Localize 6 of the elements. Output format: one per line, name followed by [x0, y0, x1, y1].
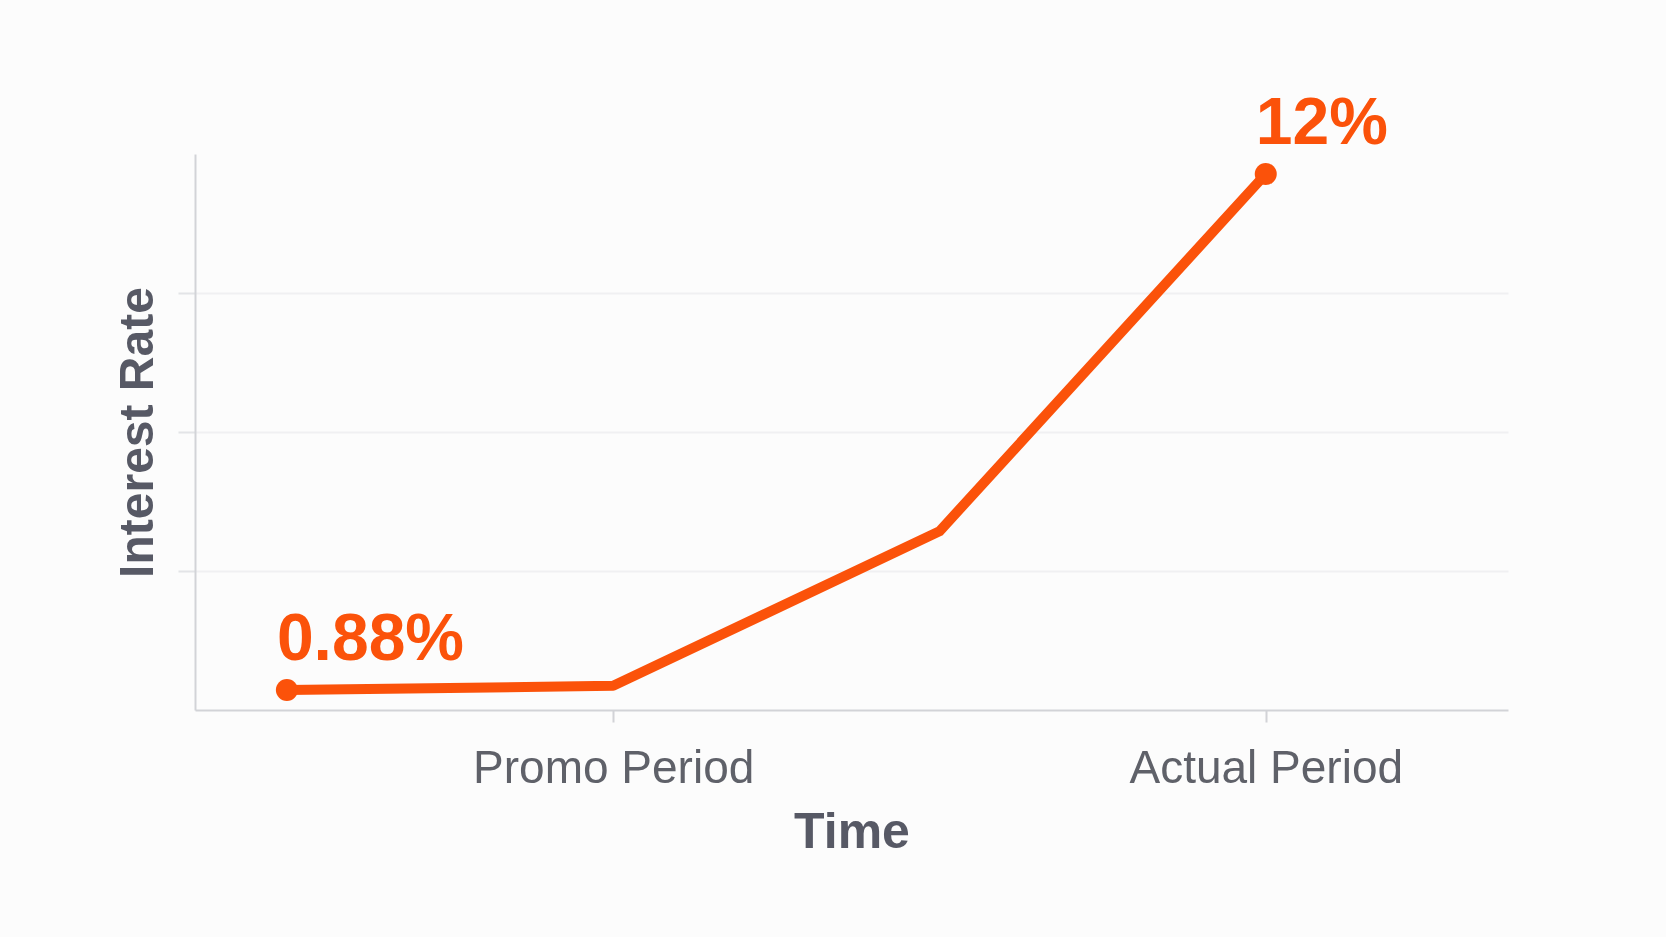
x-tick-label: Promo Period	[473, 740, 755, 793]
y-axis-title: Interest Rate	[109, 287, 163, 578]
data-label: 12%	[1255, 84, 1388, 158]
data-label: 0.88%	[276, 600, 465, 674]
x-tick-label: Actual Period	[1129, 740, 1404, 793]
x-axis-title: Time	[794, 802, 910, 859]
